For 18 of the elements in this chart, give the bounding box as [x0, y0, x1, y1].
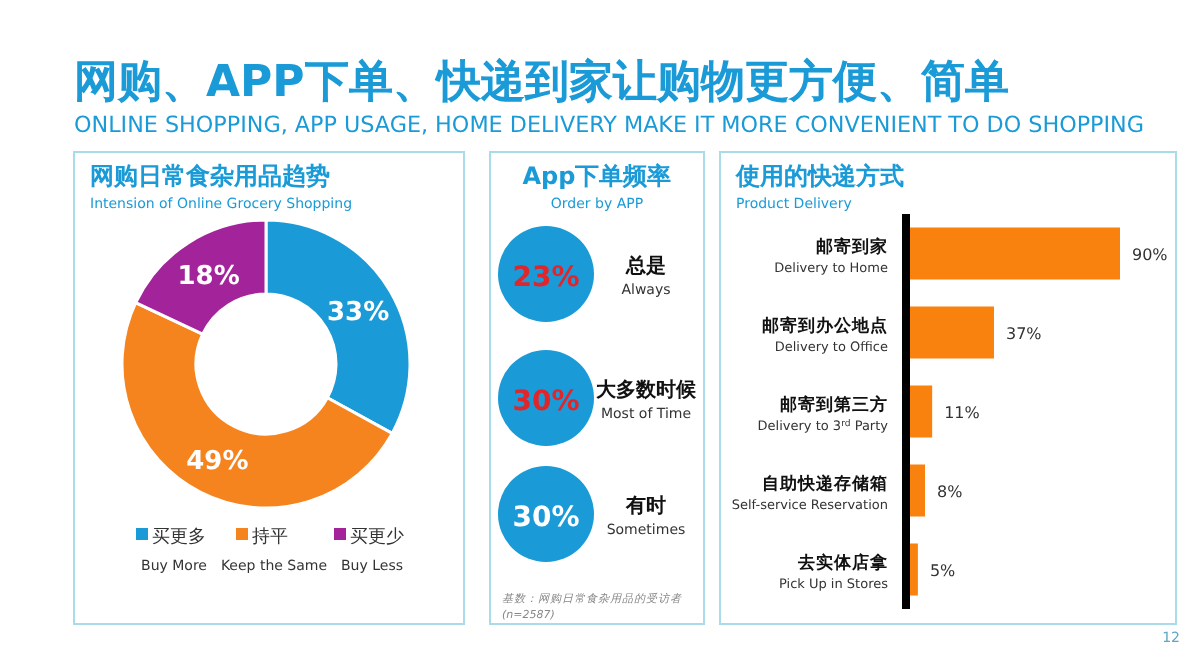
data-label: 30% — [512, 502, 580, 534]
bar — [906, 227, 1120, 280]
data-label: 18% — [177, 261, 240, 292]
text: ONLINE SHOPPING, APP USAGE, HOME DELIVERY MAKE IT MORE CONVENIENT TO DO SHOPPING — [74, 112, 1150, 138]
data-label: 8% — [937, 482, 964, 501]
chart-title: 网购日常食杂用品趋势 — [90, 162, 330, 190]
text: App下单频率 — [522, 162, 672, 190]
data-label: 90% — [1132, 245, 1169, 264]
data-label: 11% — [944, 403, 981, 422]
chart-title: 使用的快递方式 — [734, 162, 904, 190]
data-label: 30% — [512, 386, 580, 418]
text: 网购、APP下单、快递到家让购物更方便、简单 — [74, 56, 1009, 108]
data-label: 23% — [512, 262, 580, 294]
bar — [906, 306, 994, 359]
data-label: 37% — [1005, 324, 1043, 343]
data-label: 5% — [929, 561, 957, 580]
data-label: 33% — [326, 297, 390, 328]
data-label: 49% — [186, 447, 249, 478]
